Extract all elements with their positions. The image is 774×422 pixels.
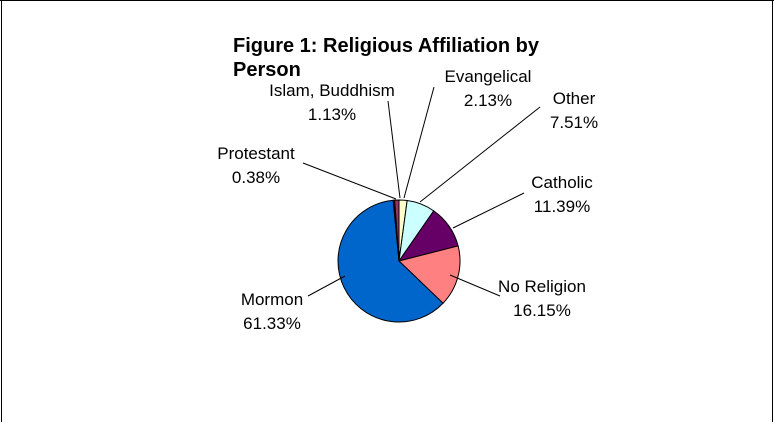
slice-value-mormon: 61.33% [243,314,301,333]
slice-value-other: 7.51% [550,113,598,132]
slice-label-no-religion: No Religion [498,277,586,296]
slice-value-islam-buddhism: 1.13% [308,105,356,124]
slice-label-other: Other [553,89,596,108]
slice-label-islam-buddhism: Islam, Buddhism [269,81,395,100]
slice-label-protestant: Protestant [217,144,295,163]
chart-title-line-2: Person [233,59,301,81]
leader-line-protestant [303,163,396,199]
slice-value-no-religion: 16.15% [513,301,571,320]
leader-line-no-religion [450,275,500,296]
leader-line-mormon [308,276,345,296]
slice-label-catholic: Catholic [531,173,593,192]
slice-label-evangelical: Evangelical [445,67,532,86]
slice-value-catholic: 11.39% [534,197,590,216]
leader-line-other [420,107,540,202]
leader-line-evangelical [404,87,434,198]
leader-line-catholic [453,193,524,228]
slice-value-evangelical: 2.13% [464,91,512,110]
leader-line-islam-buddhism [388,101,400,198]
pie-slices [338,200,460,322]
slice-label-mormon: Mormon [241,290,303,309]
chart-title-line-1: Figure 1: Religious Affiliation by [233,35,540,57]
slice-value-protestant: 0.38% [232,168,280,187]
